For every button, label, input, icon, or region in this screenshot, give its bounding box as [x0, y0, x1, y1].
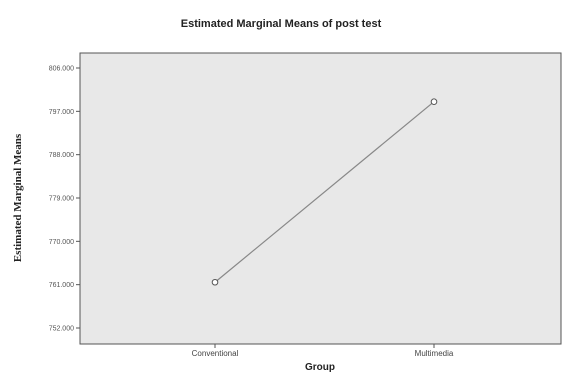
y-tick-label: 788.000 [49, 152, 74, 159]
y-tick-label: 779.000 [49, 196, 74, 203]
chart-title: Estimated Marginal Means of post test [181, 18, 382, 30]
y-tick-label: 806.000 [49, 66, 74, 73]
y-tick-label: 752.000 [49, 326, 74, 333]
plot-area [79, 52, 562, 345]
data-point [211, 278, 219, 286]
y-axis-label: Estimated Marginal Means [12, 133, 24, 262]
y-tick-label: 770.000 [49, 239, 74, 246]
series-polyline [214, 101, 435, 283]
x-axis-label: Group [305, 362, 335, 373]
x-tick-label: Conventional [192, 349, 239, 358]
series-line [211, 98, 438, 286]
x-tick-label: Multimedia [415, 349, 454, 358]
x-axis: Conventional Multimedia [192, 344, 454, 358]
data-point [430, 98, 438, 106]
y-tick-label: 797.000 [49, 109, 74, 116]
y-axis: 752.000 761.000 770.000 779.000 788.000 797.0… [49, 66, 80, 333]
y-tick-label: 761.000 [49, 282, 74, 289]
